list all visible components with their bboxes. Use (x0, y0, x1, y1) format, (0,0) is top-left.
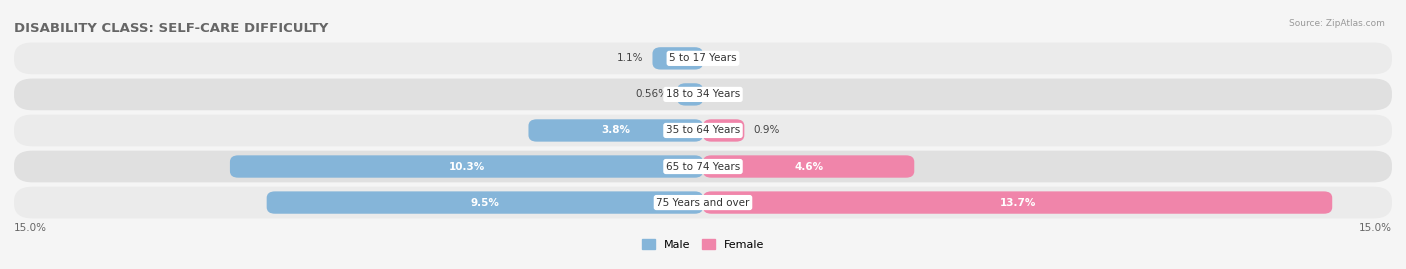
FancyBboxPatch shape (14, 187, 1392, 218)
Text: 9.5%: 9.5% (471, 197, 499, 208)
Text: 0.0%: 0.0% (713, 89, 738, 100)
Text: 0.9%: 0.9% (754, 125, 780, 136)
Text: 18 to 34 Years: 18 to 34 Years (666, 89, 740, 100)
Text: 15.0%: 15.0% (14, 224, 46, 233)
Text: 1.1%: 1.1% (617, 53, 644, 63)
FancyBboxPatch shape (678, 83, 703, 106)
Text: 15.0%: 15.0% (1360, 224, 1392, 233)
FancyBboxPatch shape (14, 43, 1392, 74)
FancyBboxPatch shape (703, 191, 1333, 214)
Text: 13.7%: 13.7% (1000, 197, 1036, 208)
Legend: Male, Female: Male, Female (637, 235, 769, 255)
FancyBboxPatch shape (703, 119, 744, 142)
FancyBboxPatch shape (231, 155, 703, 178)
Text: Source: ZipAtlas.com: Source: ZipAtlas.com (1289, 19, 1385, 28)
FancyBboxPatch shape (267, 191, 703, 214)
Text: 0.0%: 0.0% (713, 53, 738, 63)
Text: 5 to 17 Years: 5 to 17 Years (669, 53, 737, 63)
FancyBboxPatch shape (14, 151, 1392, 182)
Text: 4.6%: 4.6% (794, 161, 823, 172)
FancyBboxPatch shape (529, 119, 703, 142)
Text: 35 to 64 Years: 35 to 64 Years (666, 125, 740, 136)
FancyBboxPatch shape (703, 155, 914, 178)
Text: 3.8%: 3.8% (602, 125, 630, 136)
FancyBboxPatch shape (14, 79, 1392, 110)
FancyBboxPatch shape (14, 115, 1392, 146)
Text: 65 to 74 Years: 65 to 74 Years (666, 161, 740, 172)
Text: 0.56%: 0.56% (636, 89, 668, 100)
FancyBboxPatch shape (652, 47, 703, 70)
Text: DISABILITY CLASS: SELF-CARE DIFFICULTY: DISABILITY CLASS: SELF-CARE DIFFICULTY (14, 22, 329, 35)
Text: 75 Years and over: 75 Years and over (657, 197, 749, 208)
Text: 10.3%: 10.3% (449, 161, 485, 172)
